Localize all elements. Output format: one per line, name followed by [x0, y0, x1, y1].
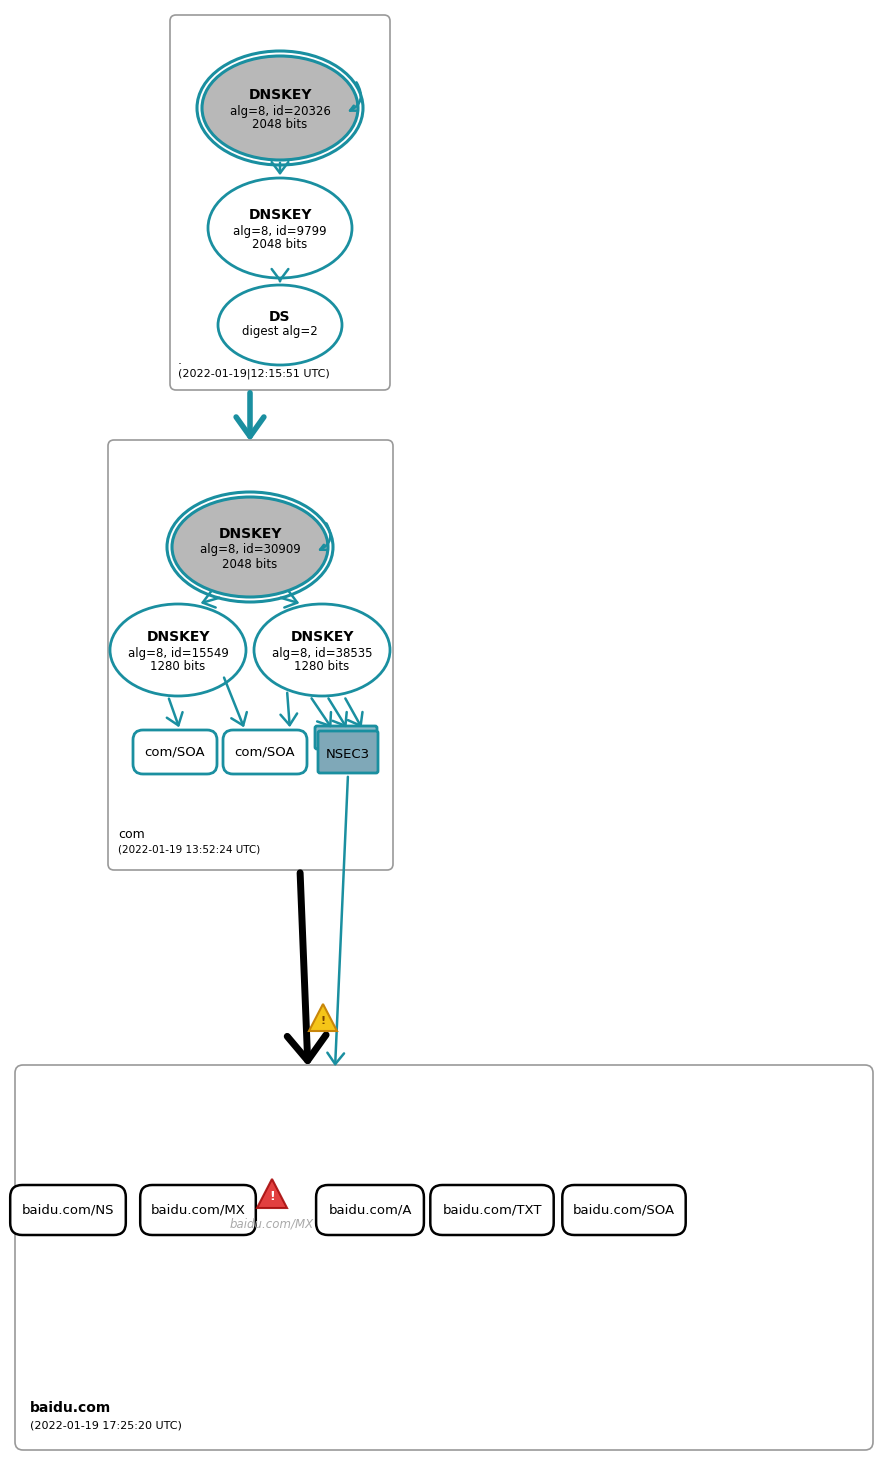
Text: DNSKEY: DNSKEY [249, 208, 312, 222]
Text: alg=8, id=20326: alg=8, id=20326 [230, 105, 331, 118]
FancyBboxPatch shape [133, 731, 217, 773]
Text: com/SOA: com/SOA [144, 745, 205, 759]
Ellipse shape [208, 178, 352, 278]
Text: (2022-01-19 13:52:24 UTC): (2022-01-19 13:52:24 UTC) [118, 846, 260, 854]
Text: !: ! [269, 1190, 275, 1203]
FancyBboxPatch shape [10, 1184, 126, 1234]
Ellipse shape [202, 56, 358, 161]
Text: 2048 bits: 2048 bits [223, 557, 278, 570]
Text: baidu.com/NS: baidu.com/NS [21, 1203, 114, 1217]
Text: DS: DS [269, 309, 290, 324]
FancyBboxPatch shape [108, 440, 393, 871]
FancyBboxPatch shape [140, 1184, 256, 1234]
Text: baidu.com: baidu.com [30, 1401, 111, 1416]
Text: digest alg=2: digest alg=2 [242, 326, 318, 339]
Text: DNSKEY: DNSKEY [249, 88, 312, 102]
Text: baidu.com/MX: baidu.com/MX [230, 1218, 314, 1230]
FancyBboxPatch shape [315, 726, 377, 748]
Polygon shape [309, 1005, 337, 1031]
Text: baidu.com/TXT: baidu.com/TXT [442, 1203, 542, 1217]
Text: DNSKEY: DNSKEY [218, 527, 282, 541]
Text: (2022-01-19 17:25:20 UTC): (2022-01-19 17:25:20 UTC) [30, 1420, 182, 1430]
Text: alg=8, id=38535: alg=8, id=38535 [272, 647, 372, 660]
Ellipse shape [254, 604, 390, 697]
Text: (2022-01-19|12:15:51 UTC): (2022-01-19|12:15:51 UTC) [178, 368, 330, 379]
FancyBboxPatch shape [170, 15, 390, 390]
Text: DNSKEY: DNSKEY [146, 630, 209, 644]
Ellipse shape [110, 604, 246, 697]
FancyBboxPatch shape [430, 1184, 553, 1234]
FancyBboxPatch shape [316, 1184, 424, 1234]
Ellipse shape [172, 496, 328, 597]
Ellipse shape [218, 284, 342, 365]
Text: 2048 bits: 2048 bits [252, 118, 307, 131]
Text: 2048 bits: 2048 bits [252, 239, 307, 252]
Text: baidu.com/SOA: baidu.com/SOA [573, 1203, 675, 1217]
Text: alg=8, id=15549: alg=8, id=15549 [127, 647, 228, 660]
Polygon shape [257, 1178, 287, 1208]
FancyBboxPatch shape [15, 1065, 873, 1449]
FancyBboxPatch shape [318, 731, 378, 773]
Text: alg=8, id=9799: alg=8, id=9799 [233, 224, 327, 237]
Text: com: com [118, 828, 144, 841]
Text: NSEC3: NSEC3 [326, 748, 370, 762]
Text: baidu.com/A: baidu.com/A [328, 1203, 412, 1217]
Text: baidu.com/MX: baidu.com/MX [151, 1203, 245, 1217]
FancyBboxPatch shape [223, 731, 307, 773]
Text: DNSKEY: DNSKEY [290, 630, 354, 644]
Text: 1280 bits: 1280 bits [294, 660, 349, 673]
FancyBboxPatch shape [562, 1184, 686, 1234]
Text: 1280 bits: 1280 bits [151, 660, 206, 673]
Text: .: . [178, 354, 182, 367]
Text: alg=8, id=30909: alg=8, id=30909 [200, 544, 300, 557]
Text: !: ! [321, 1016, 325, 1027]
Text: com/SOA: com/SOA [234, 745, 295, 759]
